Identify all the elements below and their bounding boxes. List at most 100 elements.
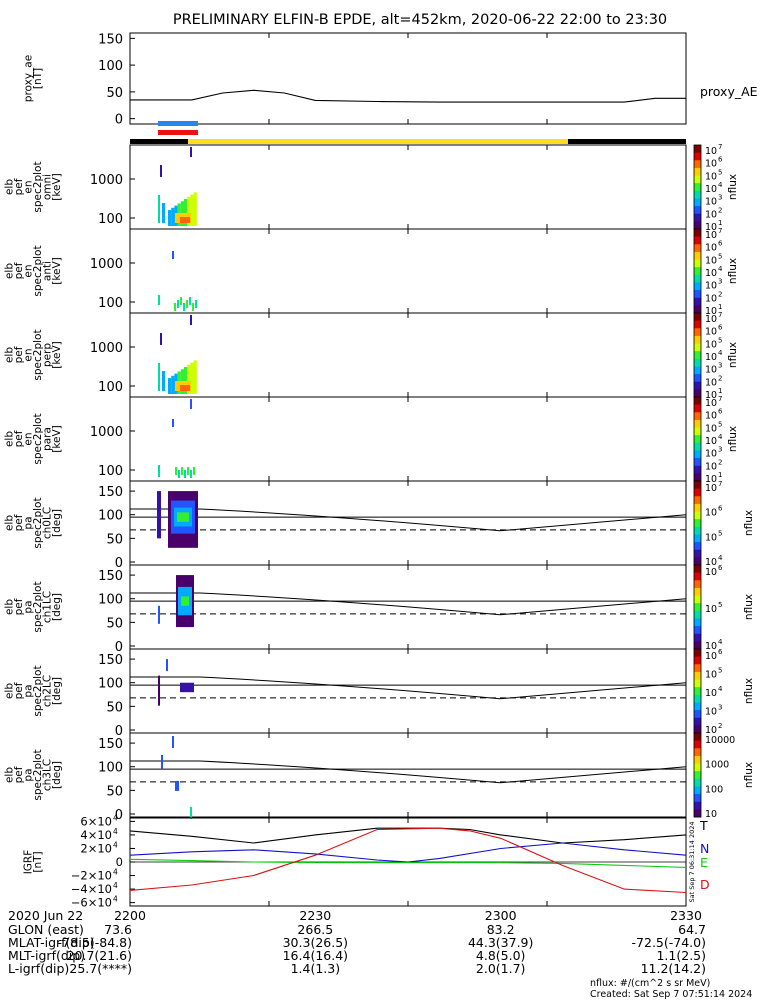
pitch-panel-3-ytick-label: 50 <box>106 784 123 799</box>
pitch-panel-2-cb-segment <box>694 702 701 711</box>
energy-panel-2-cb-tick-exp: 7 <box>718 227 722 235</box>
energy-panel-3-ylabel: perp <box>41 343 53 367</box>
pitch-panel-3-cb-segment <box>694 733 701 742</box>
igrf-ytick-label: 2×10 <box>80 841 112 855</box>
energy-panel-4-cb-tick-label: 10 <box>705 398 717 409</box>
pitch-panel-2-ytick-label: 100 <box>98 677 123 692</box>
pitch-panel-1-cb-tick-label: 10 <box>705 604 717 615</box>
energy-panel-2-frame <box>129 228 687 314</box>
energy-panel-3-cb-label: nflux <box>727 342 739 368</box>
pitch-panel-3-ylabel: [deg] <box>51 761 63 789</box>
energy-panel-4-cb-segment <box>694 458 701 467</box>
energy-panel-4-cb-tick-exp: 7 <box>718 395 722 403</box>
energy-panel-4-pixel <box>158 465 160 477</box>
pitch-panel-1-ylabel: elb <box>3 599 15 615</box>
energy-panel-2-cb-tick-exp: 5 <box>718 252 722 260</box>
energy-panel-1-ylabel: omni <box>41 174 53 200</box>
pitch-panel-1-cb-tick-exp: 5 <box>718 601 722 609</box>
igrf-legend-T: T <box>699 818 708 833</box>
ephemeris-row-label: L-igrf(dip) <box>8 961 69 976</box>
energy-panel-1-pixel <box>184 199 188 226</box>
panels-layer: proxy_ae[nT]150100500proxy_AEelbpefenspe… <box>3 32 757 976</box>
time-tick-label: 2330 <box>670 908 702 923</box>
ephemeris-date: 2020 Jun 22 <box>8 908 83 923</box>
pitch-panel-1-pixel <box>181 596 189 606</box>
pitch-panel-2-cb-tick-label: 10 <box>705 688 717 699</box>
vertical-creation-stamp: Sat Sep 7 06:31:14 2024 <box>688 821 696 902</box>
pitch-panel-1-ylabel: pa <box>22 600 34 613</box>
energy-panel-1-cb-segment <box>694 175 701 184</box>
energy-panel-2-pixel <box>189 297 191 305</box>
energy-panel-3-cb-segment <box>694 313 701 322</box>
energy-panel-3-cb-tick-exp: 7 <box>718 311 722 319</box>
energy-panel-4-cb-tick-exp: 6 <box>718 408 723 416</box>
energy-panel-3-cb-tick-label: 10 <box>705 339 717 350</box>
energy-panel-3-cb-tick-exp: 1 <box>718 387 722 395</box>
pitch-panel-2-cb-segment <box>694 717 701 726</box>
ephemeris-value: 11.2(14.2) <box>641 961 706 976</box>
energy-panel-4-pixel <box>190 470 192 478</box>
igrf-ytick-exp: 4 <box>113 840 118 849</box>
energy-panel-4-ytick-label: 1000 <box>90 425 123 440</box>
energy-panel-1-frame <box>129 144 687 230</box>
pitch-panel-1-cb-segment <box>694 565 701 574</box>
energy-panel-4-cb-segment <box>694 419 701 429</box>
pitch-panel-0-cb-tick-label: 10 <box>705 508 717 519</box>
energy-panel-4-ylabel: elb <box>3 431 15 447</box>
pitch-panel-3-pixel <box>161 754 163 769</box>
energy-panel-1-cb-tick-label: 10 <box>705 222 717 233</box>
pitch-panel-1-cb-segment <box>694 580 701 589</box>
proxy-ae-ytick-label: 100 <box>98 59 123 74</box>
pitch-panel-0-cb-segment <box>694 511 701 520</box>
energy-panel-4-ylabel: spec2plot <box>32 413 44 464</box>
energy-panel-1-pixel <box>158 195 160 223</box>
pitch-panel-2-cb-tick-label: 10 <box>705 725 717 736</box>
energy-panel-4-ylabel: en <box>22 432 34 445</box>
pitch-panel-3-ytick-label: 100 <box>98 761 123 776</box>
pitch-panel-2-ylabel: spec2plot <box>32 665 44 716</box>
energy-panel-2-cb-segment <box>694 274 701 283</box>
energy-panel-4-cb-tick-exp: 3 <box>718 446 722 454</box>
igrf-ytick-exp: 4 <box>113 827 118 836</box>
pitch-panel-0-ylabel: pa <box>22 516 34 529</box>
pitch-panel-0-cb-tick-label: 10 <box>705 532 717 543</box>
energy-panel-4-pixel <box>193 467 195 475</box>
pitch-panel-3-cb-segment <box>694 748 701 757</box>
pitch-panel-1-cb-segment <box>694 618 701 627</box>
energy-panel-2-cb-tick-label: 10 <box>705 268 717 279</box>
energy-panel-4-cb-segment <box>694 442 701 451</box>
energy-panel-4-cb-segment <box>694 427 701 436</box>
energy-panel-3-frame <box>129 312 687 398</box>
energy-panel-3-pixel <box>187 364 191 394</box>
pitch-panel-1-cb-segment <box>694 610 701 619</box>
energy-panel-1-cb-segment <box>694 167 701 177</box>
energy-panel-2-cb-segment <box>694 282 701 291</box>
energy-panel-4-frame <box>129 396 687 482</box>
pitch-panel-1-cb-tick-exp: 4 <box>718 638 723 646</box>
energy-panel-1-cb-segment <box>694 198 701 207</box>
pitch-panel-0-cb-segment <box>694 557 701 566</box>
pitch-panel-0-cb-segment <box>694 503 701 513</box>
energy-panel-1-cb-segment <box>694 183 701 192</box>
pitch-panel-1-cb-segment <box>694 626 701 635</box>
energy-panel-2-cb-tick-exp: 2 <box>718 290 722 298</box>
igrf-series-N <box>129 842 687 863</box>
energy-panel-3-cb-tick-exp: 4 <box>718 349 723 357</box>
pitch-panel-2-cb-tick-exp: 3 <box>718 704 722 712</box>
energy-panel-4-ylabel: para <box>41 427 53 451</box>
energy-panel-2-cb-segment <box>694 305 701 314</box>
pitch-panel-3-cb-tick-label: 100 <box>705 784 723 795</box>
energy-panel-4-pixel <box>181 467 183 475</box>
energy-panel-2-cb-label: nflux <box>727 258 739 284</box>
pitch-panel-3-cb-segment <box>694 809 701 818</box>
energy-panel-3-pixel <box>160 333 162 345</box>
energy-panel-2-cb-segment <box>694 290 701 299</box>
energy-panel-1-pixel <box>168 210 172 226</box>
pitch-panel-3-cb-segment <box>694 755 701 765</box>
pitch-panel-1-cb-tick-exp: 6 <box>718 564 723 572</box>
pitch-panel-0-cb-segment <box>694 526 701 535</box>
energy-panel-2-cb-tick-exp: 6 <box>718 240 723 248</box>
igrf-series-E <box>129 858 687 868</box>
energy-panel-2-pixel <box>174 303 176 311</box>
igrf-ytick-label: −4×10 <box>71 882 112 896</box>
